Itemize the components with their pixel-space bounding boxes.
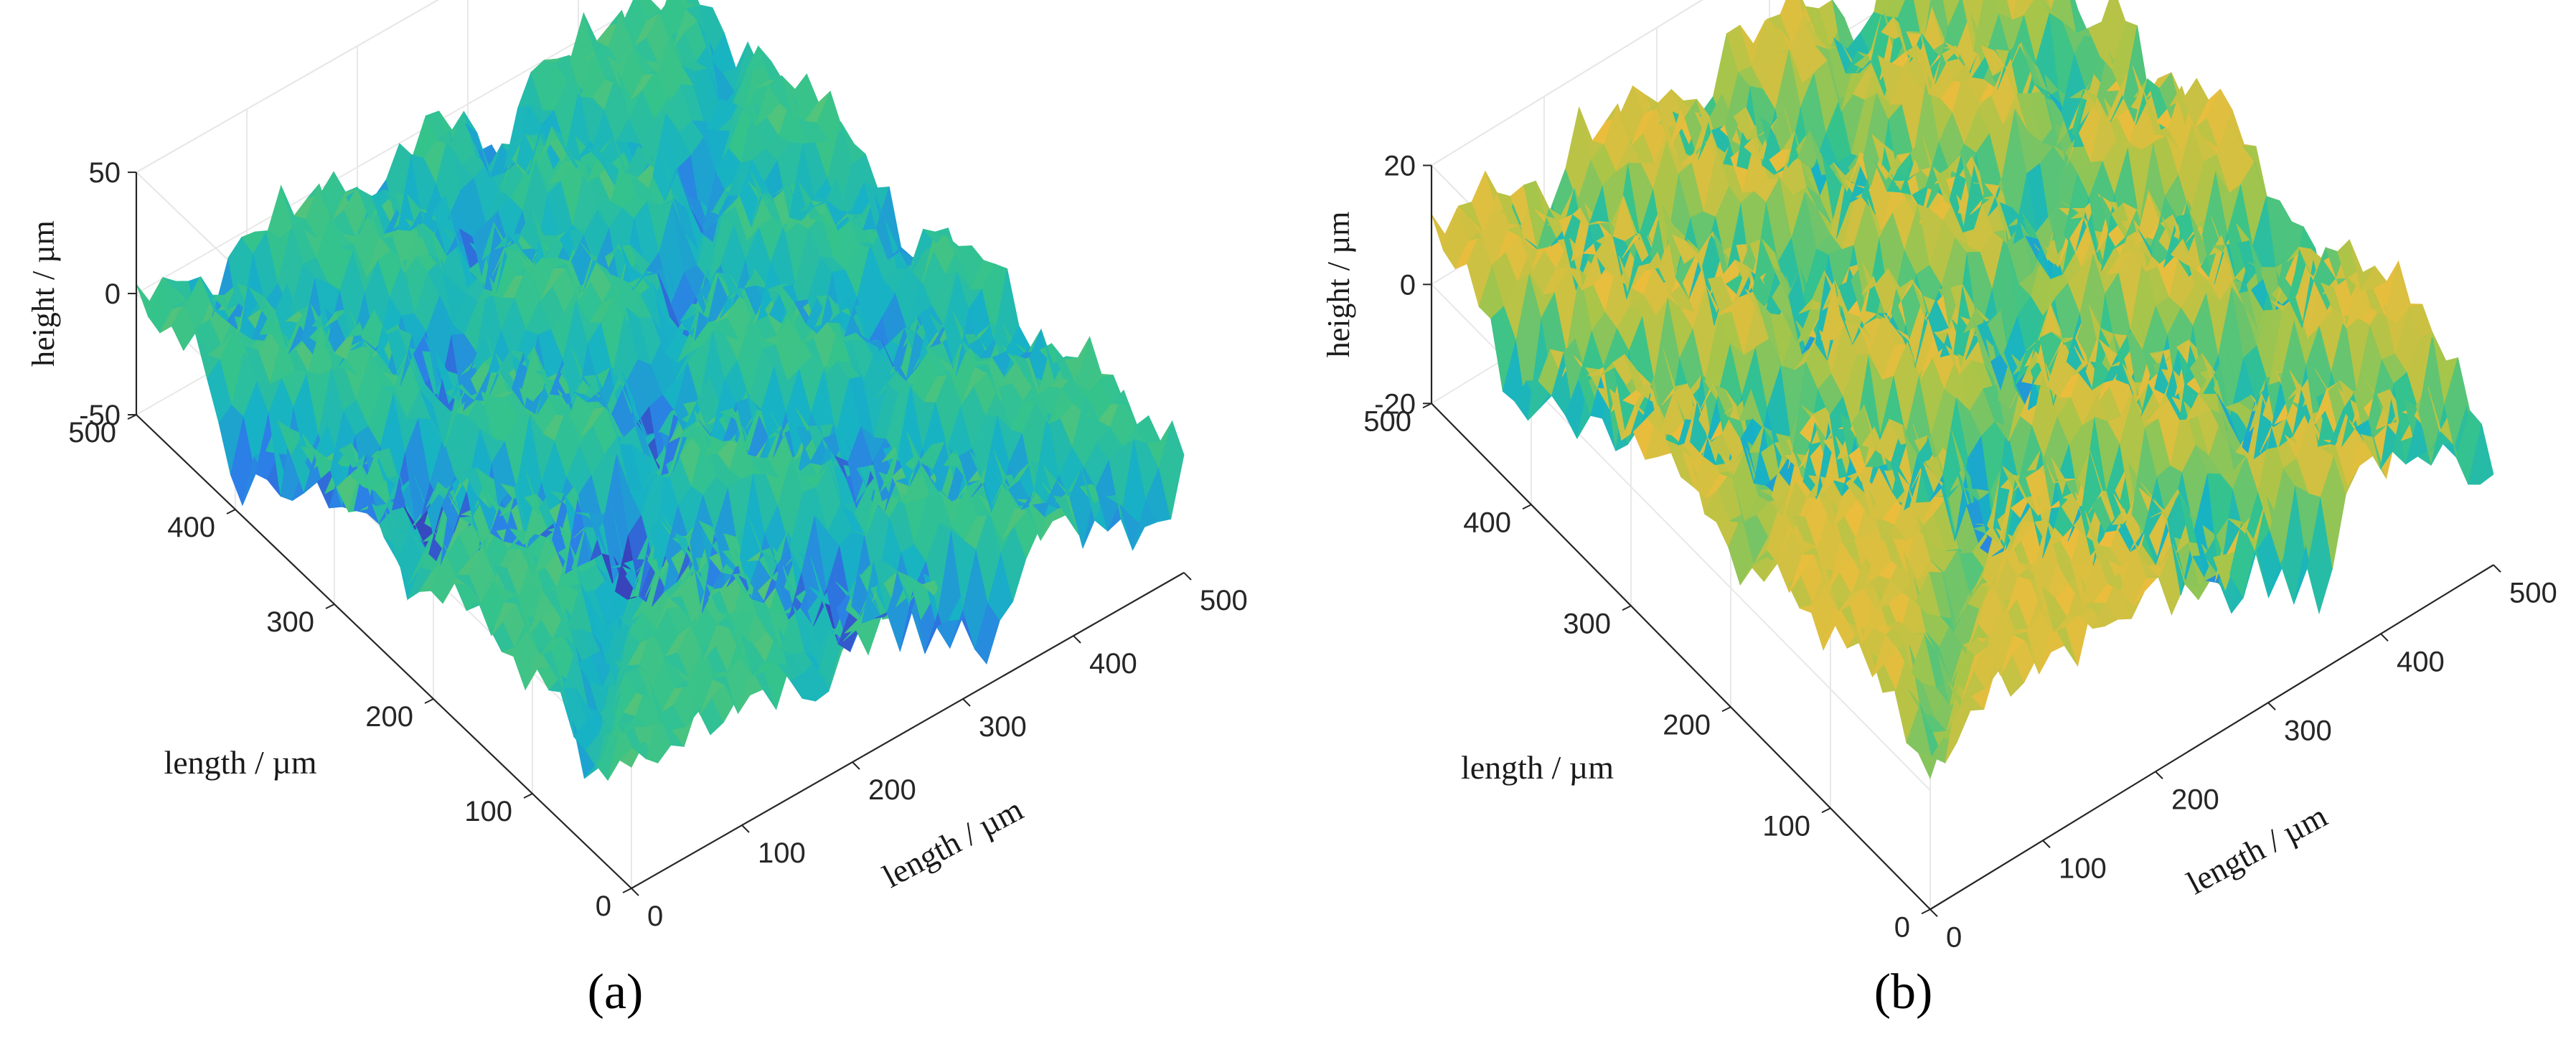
y-axis-label: length / µm [1461, 749, 1614, 786]
axes: 01002003004005000100200300400500-20020le… [1321, 150, 2557, 953]
x-tick-mark [852, 761, 860, 770]
x-tick-mark [2380, 633, 2389, 642]
z-tick-label: -20 [1374, 388, 1416, 420]
x-axis-line [631, 572, 1185, 889]
panel-caption: (b) [1874, 964, 1933, 1020]
y-tick-label: 500 [1363, 405, 1411, 437]
surface-patch [2468, 424, 2494, 485]
y-tick-mark [1522, 504, 1532, 510]
x-tick-label: 100 [758, 837, 806, 869]
surface-patch [1158, 420, 1185, 520]
y-tick-label: 0 [1894, 911, 1910, 943]
panel-a: 0 100 200 300 400 500 0 100 200 300 400 500 -50 0 50 le… [26, 0, 1248, 1020]
surface-chart-b: 01002003004005000100200300400500-20020le… [1321, 0, 2557, 1020]
y-tick-label: 100 [464, 796, 512, 827]
x-tick-label: 200 [2171, 784, 2219, 815]
x-tick-mark [1073, 635, 1081, 644]
x-tick-label: 300 [979, 711, 1027, 743]
x-tick-label: 500 [1200, 585, 1248, 616]
x-tick-label: 300 [2284, 715, 2332, 746]
surface-chart-a: 01002003004005000100200300400500-50050le… [26, 0, 1248, 1020]
y-tick-label: 100 [1762, 810, 1810, 842]
surface [136, 0, 1185, 781]
y-tick-mark [226, 509, 236, 515]
y-tick-mark [1921, 908, 1931, 915]
y-tick-label: 200 [1663, 709, 1711, 741]
surface-patch [2006, 0, 2018, 20]
x-tick-mark [2042, 840, 2051, 848]
panel-b: 0 100 200 300 400 500 0 100 200 300 400 500 -20 0 20 le… [1288, 0, 2576, 1057]
y-tick-mark [325, 603, 335, 609]
surface-patch [2048, 0, 2055, 11]
y-axis-label: length / µm [164, 744, 316, 781]
y-axis-line [136, 414, 632, 889]
panel-caption: (a) [588, 964, 644, 1020]
y-tick-label: 200 [365, 701, 413, 733]
y-tick-label: 500 [68, 417, 116, 448]
y-tick-mark [1821, 807, 1831, 814]
x-tick-mark [631, 888, 639, 896]
y-tick-mark [424, 698, 434, 704]
x-tick-mark [2267, 702, 2276, 710]
y-tick-label: 300 [1563, 608, 1611, 639]
x-tick-label: 400 [1089, 648, 1137, 680]
x-tick-label: 200 [868, 774, 916, 806]
x-tick-label: 0 [647, 901, 663, 932]
x-tick-label: 100 [2059, 852, 2107, 884]
z-tick-label: 20 [1384, 150, 1416, 182]
surface [1431, 0, 2494, 779]
x-tick-mark [1929, 908, 1938, 917]
y-tick-mark [622, 888, 632, 893]
x-tick-label: 0 [1946, 921, 1962, 953]
y-tick-label: 300 [266, 606, 314, 638]
x-axis-line [1929, 564, 2494, 911]
x-tick-label: 400 [2397, 646, 2445, 677]
x-tick-mark [1183, 572, 1192, 581]
x-tick-mark [2155, 771, 2163, 779]
surface-patch [1914, 0, 1932, 47]
x-tick-mark [741, 825, 750, 833]
x-tick-label: 500 [2509, 577, 2557, 609]
x-axis-label: length / µm [877, 791, 1029, 895]
z-axis-label: height / µm [1321, 211, 1356, 357]
y-axis-line [1431, 403, 1931, 911]
x-tick-mark [962, 698, 971, 707]
z-tick-label: 0 [105, 278, 121, 310]
y-tick-mark [1622, 605, 1632, 611]
z-tick-label: -50 [79, 400, 121, 431]
y-tick-mark [523, 793, 533, 799]
y-tick-label: 400 [1463, 507, 1511, 538]
y-tick-mark [1721, 706, 1731, 713]
surface-patch [1885, 0, 1906, 18]
z-tick-label: 50 [89, 157, 121, 189]
z-axis-label: height / µm [26, 220, 61, 367]
z-tick-label: 0 [1400, 269, 1416, 301]
x-tick-mark [2493, 564, 2501, 573]
y-tick-label: 0 [596, 891, 611, 922]
surface-patch [1874, 0, 1891, 17]
y-tick-label: 400 [167, 512, 215, 543]
